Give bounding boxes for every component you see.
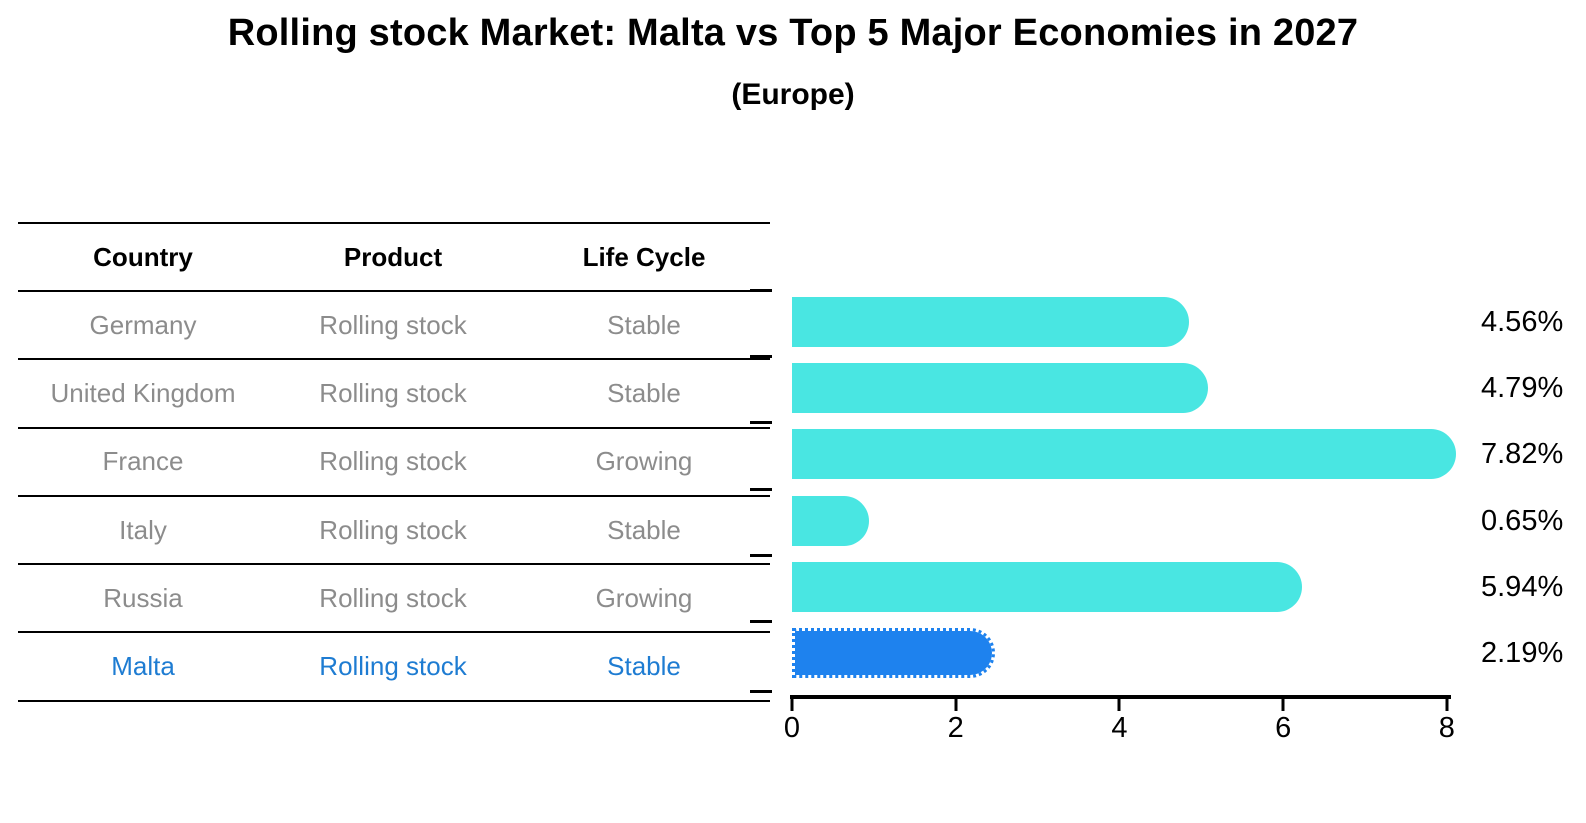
chart-subtitle: (Europe) — [731, 78, 855, 111]
bar-germany — [792, 297, 1190, 347]
cell-country: Germany — [89, 309, 197, 340]
table-row: Italy Rolling stock Stable — [18, 494, 770, 563]
value-label: 0.65% — [1481, 505, 1564, 537]
y-axis-tick — [750, 355, 772, 358]
value-label: 2.19% — [1481, 637, 1564, 669]
y-axis-tick — [750, 620, 772, 623]
chart-title: Rolling stock Market: Malta vs Top 5 Maj… — [227, 12, 1359, 54]
bar-france — [792, 429, 1457, 479]
bar-russia — [792, 562, 1303, 612]
cell-product: Rolling stock — [319, 651, 467, 682]
y-axis-tick — [750, 421, 772, 424]
table-row: Russia Rolling stock Growing — [18, 563, 770, 631]
x-axis-tick — [954, 699, 958, 711]
cell-country: France — [102, 446, 184, 477]
cell-product: Rolling stock — [319, 446, 467, 477]
y-axis-tick — [750, 554, 772, 557]
column-header-country: Country — [93, 241, 193, 272]
cell-life-cycle: Stable — [607, 378, 681, 409]
value-label: 4.79% — [1481, 372, 1564, 404]
table-row: France Rolling stock Growing — [18, 426, 770, 495]
table-row: United Kingdom Rolling stock Stable — [18, 358, 770, 426]
column-header-product: Product — [343, 241, 443, 272]
cell-life-cycle: Stable — [607, 651, 681, 682]
x-axis-tick — [1445, 699, 1449, 711]
cell-life-cycle: Growing — [595, 446, 693, 477]
cell-life-cycle: Stable — [607, 309, 681, 340]
x-axis-tick — [790, 699, 794, 711]
value-label: 4.56% — [1481, 306, 1564, 338]
cell-product: Rolling stock — [319, 309, 467, 340]
y-axis-tick — [750, 488, 772, 491]
country-table: Country Product Life Cycle Germany Rolli… — [18, 222, 770, 702]
value-label: 5.94% — [1481, 571, 1564, 603]
x-axis-tick-label: 0 — [783, 712, 801, 744]
x-axis-tick-label: 8 — [1438, 712, 1455, 744]
x-axis-tick — [1117, 699, 1121, 711]
table-row-malta: Malta Rolling stock Stable — [18, 631, 770, 699]
bar-malta — [792, 628, 996, 678]
cell-country: Italy — [119, 514, 167, 545]
column-header-life-cycle: Life Cycle — [582, 241, 706, 272]
bar-united-kingdom — [792, 363, 1209, 413]
cell-product: Rolling stock — [319, 514, 467, 545]
value-label: 7.82% — [1481, 438, 1564, 470]
cell-country: Malta — [111, 651, 175, 682]
cell-country: United Kingdom — [50, 378, 236, 409]
cell-life-cycle: Growing — [595, 583, 693, 614]
x-axis-tick-label: 4 — [1111, 712, 1128, 744]
table-header-row: Country Product Life Cycle — [18, 222, 770, 290]
cell-product: Rolling stock — [319, 583, 467, 614]
x-axis-tick-label: 6 — [1275, 712, 1292, 744]
x-axis-tick — [1281, 699, 1285, 711]
y-axis-tick — [750, 289, 772, 292]
table-row: Germany Rolling stock Stable — [18, 290, 770, 358]
x-axis-line — [790, 695, 1451, 699]
cell-country: Russia — [103, 583, 183, 614]
x-axis-tick-label: 2 — [947, 712, 964, 744]
cell-product: Rolling stock — [319, 378, 467, 409]
bar-italy — [792, 496, 870, 546]
y-axis-tick — [750, 690, 772, 693]
cell-life-cycle: Stable — [607, 514, 681, 545]
